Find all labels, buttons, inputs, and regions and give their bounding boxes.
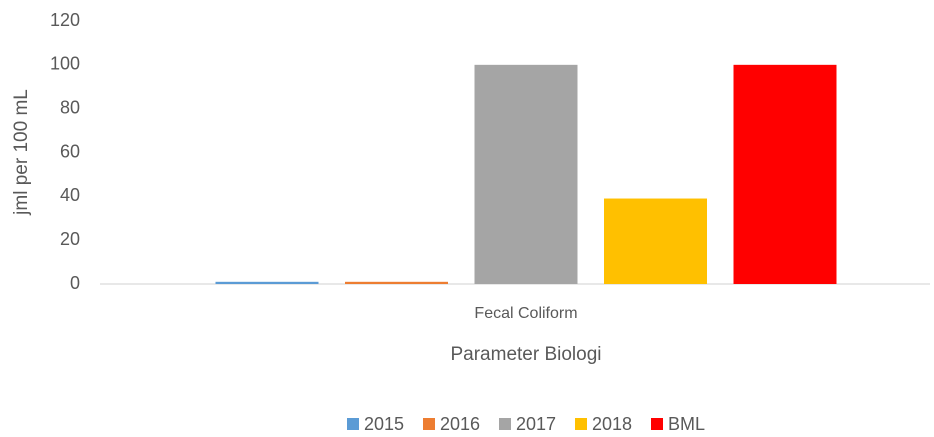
y-tick-label: 0 [70, 273, 80, 293]
y-axis-title: jml per 100 mL [11, 89, 32, 216]
legend-swatch [423, 418, 435, 430]
legend-label: 2018 [592, 414, 632, 434]
bar [345, 281, 448, 284]
y-tick-label: 20 [60, 229, 80, 249]
bar [733, 64, 837, 284]
legend-swatch [651, 418, 663, 430]
y-tick-label: 60 [60, 141, 80, 161]
y-tick-label: 100 [50, 54, 80, 74]
legend-label: 2017 [516, 414, 556, 434]
y-tick-label: 120 [50, 10, 80, 30]
legend-swatch [347, 418, 359, 430]
legend-swatch [575, 418, 587, 430]
bar [604, 198, 707, 284]
legend-swatch [499, 418, 511, 430]
x-tick-label: Fecal Coliform [474, 305, 577, 322]
bar [215, 281, 319, 284]
bar [474, 64, 578, 284]
legend-label: 2016 [440, 414, 480, 434]
x-axis-title: Parameter Biologi [450, 344, 601, 365]
legend-label: BML [668, 414, 705, 434]
legend-label: 2015 [364, 414, 404, 434]
y-tick-label: 40 [60, 185, 80, 205]
y-tick-label: 80 [60, 97, 80, 117]
